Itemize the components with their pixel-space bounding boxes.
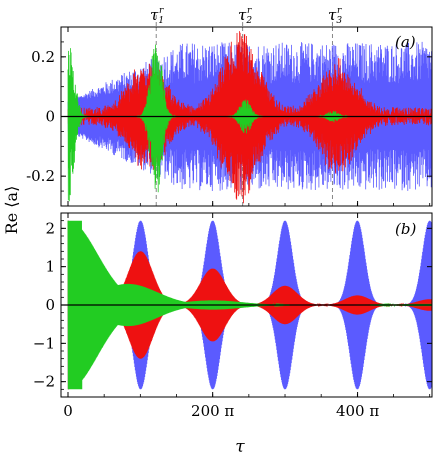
panel-b-label: (b) xyxy=(395,220,416,238)
panel-a: 0.2 0 -0.2 (a) xyxy=(26,15,433,207)
panel-b-y-ticks: 2 1 0 −1 −2 xyxy=(33,212,432,391)
y-tick-label: 2 xyxy=(45,219,55,237)
x-axis-label: τ xyxy=(235,437,245,457)
y-tick-label: 1 xyxy=(45,258,55,276)
x-tick-label: 0 xyxy=(63,402,73,420)
tau1-label: τ1r xyxy=(150,6,164,26)
panel-a-x-ticks xyxy=(67,27,431,206)
y-tick-label: 0.2 xyxy=(31,48,55,66)
x-tick-label: 400 π xyxy=(336,402,379,420)
panel-a-y-ticks: 0.2 0 -0.2 xyxy=(26,26,432,192)
y-tick-label: -0.2 xyxy=(26,167,55,185)
panel-a-label: (a) xyxy=(395,33,416,51)
panel-b-x-ticks: 0 200 π 400 π xyxy=(63,213,431,420)
panel-a-series xyxy=(67,31,432,204)
series-line-a-1 xyxy=(67,31,432,204)
tau-labels: τ1r τ2r τ3r xyxy=(150,6,342,26)
y-axis-label: Re ⟨a⟩ xyxy=(2,186,21,235)
tau3-label: τ3r xyxy=(328,6,342,26)
y-tick-label: 0 xyxy=(45,296,55,314)
panel-b: 2 1 0 −1 −2 0 200 π 400 π (b) xyxy=(33,212,433,420)
y-tick-label: −1 xyxy=(33,334,55,352)
y-tick-label: 0 xyxy=(45,108,55,126)
x-tick-label: 200 π xyxy=(191,402,234,420)
y-tick-label: −2 xyxy=(33,373,55,391)
tau2-label: τ2r xyxy=(238,6,252,26)
